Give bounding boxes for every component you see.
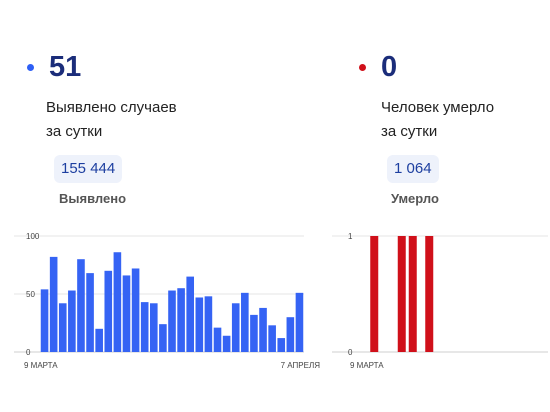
deaths-y-tick-label: 0	[348, 348, 353, 357]
cases-bar	[95, 328, 103, 352]
cases-caption-line1: Выявлено случаев	[46, 99, 177, 116]
cases-x-end-label: 7 АПРЕЛЯ	[281, 361, 321, 370]
cases-bar	[40, 289, 49, 352]
cases-bar	[250, 314, 258, 352]
cases-bar	[204, 296, 213, 352]
cases-bar	[195, 297, 204, 352]
cases-bar	[58, 303, 67, 352]
cases-bar	[222, 335, 231, 352]
deaths-dot-icon	[359, 63, 366, 71]
cases-bar	[159, 324, 167, 352]
cases-total-label: Выявлено	[59, 191, 127, 206]
cases-bar	[168, 290, 176, 352]
cases-bar	[77, 259, 85, 352]
cases-bar	[140, 302, 149, 352]
deaths-bar-chart: 0 1 9 МАРТА	[332, 232, 548, 370]
cases-bar	[104, 270, 113, 352]
cases-bar	[259, 307, 267, 352]
cases-headline: 51	[27, 50, 81, 84]
deaths-y-tick-label: 1	[348, 232, 353, 241]
cases-bar	[241, 292, 249, 352]
cases-bar	[113, 252, 122, 352]
deaths-daily-value: 0	[381, 51, 398, 83]
cases-daily-value: 51	[49, 51, 82, 83]
cases-y-tick-label: 0	[26, 348, 31, 357]
deaths-total-badge: 1 064	[387, 155, 439, 183]
cases-bar	[149, 303, 158, 352]
cases-bar	[186, 276, 195, 352]
cases-caption-line2: за сутки	[46, 123, 103, 140]
cases-caption: Выявлено случаев за сутки	[46, 96, 177, 144]
cases-y-tick-label: 100	[26, 232, 40, 241]
cases-bar	[49, 256, 58, 352]
cases-bar	[86, 273, 94, 352]
cases-bar	[286, 317, 295, 352]
cases-bar	[231, 303, 240, 352]
cases-bar	[68, 290, 76, 352]
deaths-headline: 0	[359, 50, 397, 84]
cases-y-tick-label: 50	[26, 290, 35, 299]
deaths-caption: Человек умерло за сутки	[381, 96, 494, 144]
cases-bar	[277, 338, 286, 352]
cases-bar-chart: 0 50 100 9 МАРТА 7 АПРЕЛЯ	[14, 232, 321, 370]
cases-bar	[295, 292, 304, 352]
cases-x-start-label: 9 МАРТА	[24, 361, 58, 370]
cases-bar	[268, 325, 276, 352]
deaths-bar	[370, 236, 379, 352]
deaths-bar	[397, 236, 406, 352]
cases-total-badge: 155 444	[54, 155, 123, 183]
cases-bar	[213, 327, 222, 352]
deaths-total-label: Умерло	[391, 191, 439, 206]
deaths-x-start-label: 9 МАРТА	[350, 361, 384, 370]
deaths-caption-line1: Человек умерло	[381, 99, 495, 116]
deaths-caption-line2: за сутки	[381, 123, 438, 140]
cases-dot-icon	[27, 63, 34, 71]
cases-bar	[122, 275, 131, 352]
cases-bar	[131, 268, 140, 352]
cases-bar	[177, 288, 185, 352]
deaths-bar	[425, 236, 434, 352]
deaths-bar	[408, 236, 417, 352]
